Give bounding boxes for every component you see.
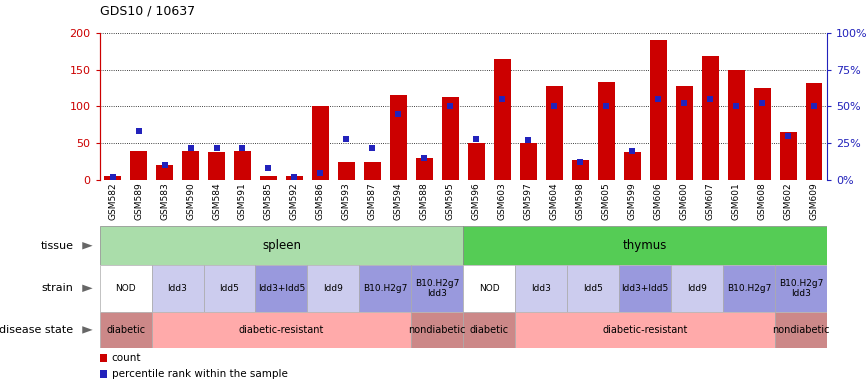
Text: Idd3: Idd3 xyxy=(532,284,551,293)
Text: nondiabetic: nondiabetic xyxy=(772,325,830,335)
Bar xyxy=(234,151,251,180)
Bar xyxy=(463,312,515,348)
Bar xyxy=(307,265,359,312)
Text: diabetic: diabetic xyxy=(106,325,145,335)
Bar xyxy=(567,265,619,312)
Text: Idd3+Idd5: Idd3+Idd5 xyxy=(258,284,305,293)
Bar xyxy=(390,95,407,180)
Text: Idd3+Idd5: Idd3+Idd5 xyxy=(622,284,669,293)
Text: diabetic-resistant: diabetic-resistant xyxy=(239,325,324,335)
Bar xyxy=(701,57,719,180)
Text: diabetic-resistant: diabetic-resistant xyxy=(603,325,688,335)
Bar xyxy=(411,265,463,312)
Bar xyxy=(753,88,771,180)
Polygon shape xyxy=(82,326,93,334)
Text: B10.H2g7: B10.H2g7 xyxy=(363,284,408,293)
Text: Idd5: Idd5 xyxy=(584,284,603,293)
Bar xyxy=(775,265,827,312)
Text: NOD: NOD xyxy=(115,284,136,293)
Text: spleen: spleen xyxy=(262,239,301,252)
Text: count: count xyxy=(112,353,141,363)
Polygon shape xyxy=(82,284,93,292)
Bar xyxy=(515,265,567,312)
Text: Idd3: Idd3 xyxy=(168,284,187,293)
Bar xyxy=(182,151,199,180)
Bar xyxy=(286,176,303,180)
Bar xyxy=(598,82,615,180)
Bar xyxy=(546,86,563,180)
Bar xyxy=(416,158,433,180)
Bar xyxy=(312,106,329,180)
Bar xyxy=(100,226,463,265)
Text: thymus: thymus xyxy=(623,239,668,252)
Bar xyxy=(775,312,827,348)
Bar xyxy=(619,265,671,312)
Bar xyxy=(520,143,537,180)
Bar xyxy=(463,265,515,312)
Bar xyxy=(338,162,355,180)
Text: percentile rank within the sample: percentile rank within the sample xyxy=(112,370,288,379)
Text: GDS10 / 10637: GDS10 / 10637 xyxy=(100,4,195,17)
Text: B10.H2g7
Idd3: B10.H2g7 Idd3 xyxy=(779,279,824,298)
Bar xyxy=(463,226,827,265)
Bar xyxy=(805,83,823,180)
Bar xyxy=(152,265,204,312)
Bar xyxy=(204,265,255,312)
Bar xyxy=(100,265,152,312)
Bar xyxy=(100,312,152,348)
Bar xyxy=(260,176,277,180)
Bar xyxy=(156,165,173,180)
Text: NOD: NOD xyxy=(479,284,500,293)
Bar xyxy=(675,86,693,180)
Text: Idd9: Idd9 xyxy=(324,284,343,293)
Bar xyxy=(727,70,745,180)
Bar xyxy=(130,151,147,180)
Text: Idd9: Idd9 xyxy=(688,284,707,293)
Text: Idd5: Idd5 xyxy=(220,284,239,293)
Bar xyxy=(411,312,463,348)
Bar xyxy=(624,152,641,180)
Bar xyxy=(152,312,411,348)
Bar xyxy=(671,265,723,312)
Bar xyxy=(723,265,775,312)
Polygon shape xyxy=(82,242,93,250)
Bar xyxy=(208,152,225,180)
Bar xyxy=(650,40,667,180)
Bar xyxy=(359,265,411,312)
Text: diabetic: diabetic xyxy=(469,325,509,335)
Bar xyxy=(468,143,485,180)
Text: strain: strain xyxy=(42,283,74,293)
Bar xyxy=(494,58,511,180)
Bar xyxy=(255,265,307,312)
Text: disease state: disease state xyxy=(0,325,74,335)
Text: B10.H2g7
Idd3: B10.H2g7 Idd3 xyxy=(415,279,460,298)
Bar xyxy=(364,162,381,180)
Bar xyxy=(104,176,121,180)
Bar xyxy=(572,160,589,180)
Bar xyxy=(442,97,459,180)
Text: tissue: tissue xyxy=(41,241,74,251)
Bar xyxy=(515,312,775,348)
Text: B10.H2g7: B10.H2g7 xyxy=(727,284,772,293)
Bar xyxy=(779,132,797,180)
Text: nondiabetic: nondiabetic xyxy=(409,325,466,335)
